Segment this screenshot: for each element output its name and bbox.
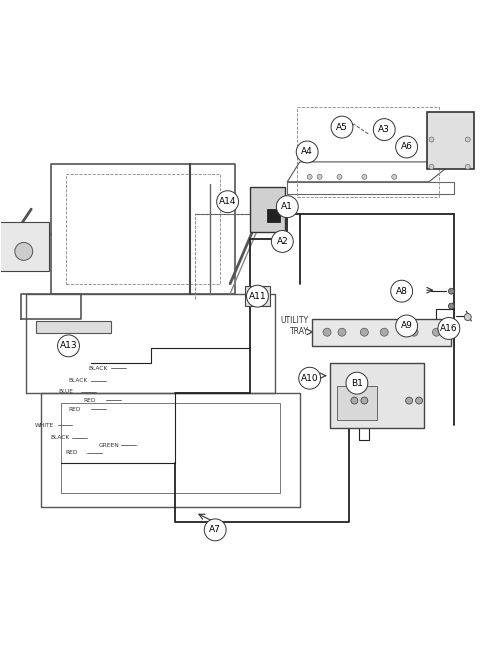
Text: BLUE: BLUE — [58, 389, 74, 394]
Circle shape — [204, 519, 226, 541]
Circle shape — [374, 118, 395, 140]
Circle shape — [448, 320, 454, 327]
Circle shape — [466, 137, 470, 142]
Text: BLACK: BLACK — [68, 378, 88, 383]
Text: BLACK: BLACK — [88, 366, 108, 371]
Circle shape — [58, 335, 80, 356]
Bar — [36, 321, 111, 333]
Circle shape — [390, 280, 412, 302]
Text: A7: A7 — [210, 525, 221, 534]
Circle shape — [392, 174, 396, 179]
Text: A4: A4 — [302, 148, 313, 157]
FancyBboxPatch shape — [0, 221, 48, 271]
Circle shape — [406, 397, 412, 404]
Circle shape — [331, 116, 353, 138]
Text: A2: A2 — [276, 237, 288, 246]
Text: RED: RED — [68, 406, 81, 411]
Text: BLACK: BLACK — [50, 435, 70, 441]
Bar — [337, 386, 377, 421]
Bar — [312, 318, 452, 346]
Text: RED: RED — [84, 397, 96, 402]
Circle shape — [438, 318, 460, 340]
Circle shape — [429, 137, 434, 142]
Circle shape — [396, 315, 417, 337]
Circle shape — [464, 314, 471, 320]
Text: A6: A6 — [400, 142, 412, 151]
Circle shape — [351, 397, 358, 404]
Circle shape — [448, 303, 454, 309]
Text: GREEN: GREEN — [98, 443, 119, 448]
Circle shape — [466, 164, 470, 170]
Bar — [426, 112, 474, 170]
Circle shape — [307, 174, 312, 179]
Circle shape — [246, 285, 268, 307]
Text: A14: A14 — [219, 197, 236, 206]
Circle shape — [296, 141, 318, 163]
Circle shape — [346, 372, 368, 394]
Bar — [330, 363, 424, 428]
Text: A9: A9 — [400, 322, 412, 331]
Bar — [250, 187, 285, 232]
Circle shape — [416, 397, 422, 404]
Text: B1: B1 — [351, 378, 363, 388]
Text: UTILITY
TRAY: UTILITY TRAY — [280, 316, 308, 336]
Circle shape — [216, 191, 238, 213]
Circle shape — [361, 397, 368, 404]
Circle shape — [317, 174, 322, 179]
Text: A11: A11 — [248, 292, 266, 301]
Text: A8: A8 — [396, 287, 407, 296]
Text: RED: RED — [65, 450, 78, 455]
Circle shape — [448, 288, 454, 294]
Text: A1: A1 — [282, 202, 293, 211]
Text: A10: A10 — [301, 374, 318, 382]
Text: WHITE: WHITE — [35, 423, 54, 428]
Circle shape — [272, 230, 293, 252]
Circle shape — [429, 164, 434, 170]
Text: A3: A3 — [378, 125, 390, 134]
Circle shape — [298, 367, 320, 389]
Bar — [245, 286, 270, 306]
Circle shape — [396, 136, 417, 158]
Circle shape — [360, 328, 368, 336]
Text: A13: A13 — [60, 342, 78, 351]
Circle shape — [338, 328, 346, 336]
Circle shape — [410, 328, 418, 336]
Bar — [268, 209, 280, 221]
Circle shape — [323, 328, 331, 336]
Circle shape — [337, 174, 342, 179]
Circle shape — [380, 328, 388, 336]
Circle shape — [432, 328, 440, 336]
Text: A5: A5 — [336, 122, 348, 131]
Circle shape — [15, 243, 32, 260]
Text: A16: A16 — [440, 324, 458, 333]
Circle shape — [276, 195, 298, 217]
Circle shape — [362, 174, 367, 179]
